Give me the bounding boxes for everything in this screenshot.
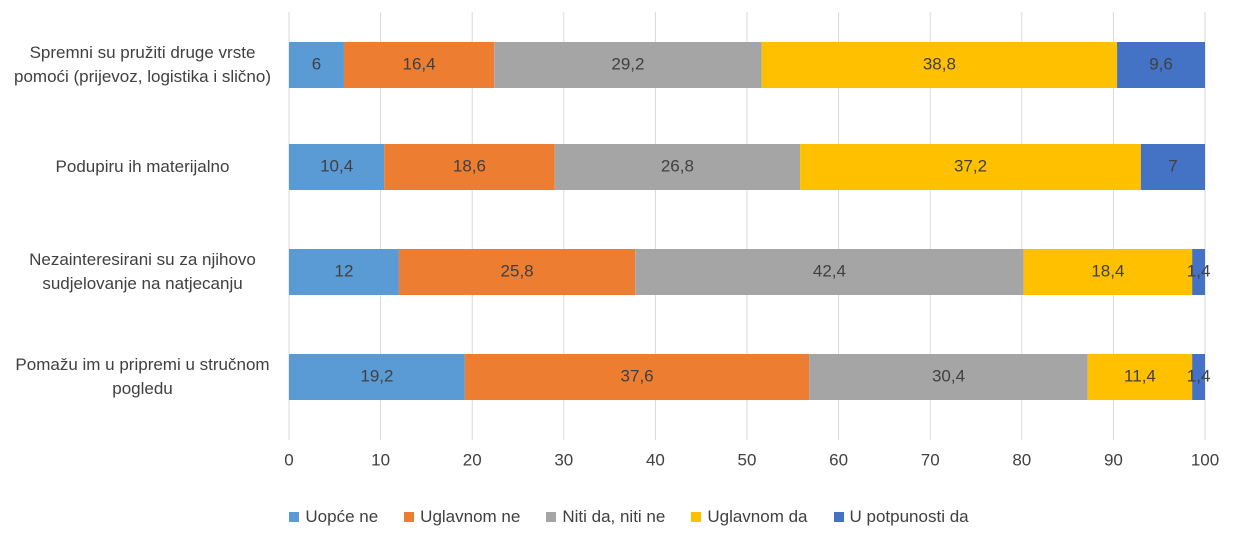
x-tick-label: 40 [646,450,665,469]
legend-label: Uopće ne [305,507,379,526]
x-tick-label: 50 [738,450,757,469]
legend-swatch [404,512,415,522]
y-tick-label: Pomažu im u pripremi u stručnom pogledu [15,355,270,398]
bar-segment [1117,42,1205,88]
legend-swatch [691,512,702,522]
bar-segment [1192,354,1205,400]
bar-segment [343,42,495,88]
bar-segment [761,42,1118,88]
data-label: 18,6 [453,156,486,175]
data-label: 25,8 [501,261,534,280]
x-tick-label: 90 [1104,450,1123,469]
legend-label: Niti da, niti ne [562,507,666,526]
x-tick-label: 70 [921,450,940,469]
data-label: 38,8 [923,54,956,73]
data-label: 19,2 [360,366,393,385]
x-tick-label: 0 [284,450,293,469]
data-label: 42,4 [813,261,846,280]
legend-item: Niti da, niti ne [546,507,665,527]
data-label: 10,4 [320,156,353,175]
bar-segment [1023,249,1193,295]
data-label: 7 [1168,156,1177,175]
x-tick-label: 20 [463,450,482,469]
bar-segment [1140,144,1205,190]
bar-segment [398,249,636,295]
legend-label: U potpunosti da [849,507,969,526]
data-label: 30,4 [932,366,965,385]
data-label: 16,4 [403,54,436,73]
bar-segment [464,354,810,400]
bar-segment [289,354,465,400]
x-tick-label: 60 [829,450,848,469]
x-tick-label: 80 [1012,450,1031,469]
bar-segment [494,42,762,88]
x-tick-label: 10 [371,450,390,469]
bar-segment [1087,354,1193,400]
bar-segment [809,354,1088,400]
legend-item: Uglavnom ne [404,507,520,527]
bar-segment [289,144,385,190]
bar-segment [800,144,1141,190]
data-label: 1,4 [1187,261,1211,280]
legend-label: Uglavnom ne [420,507,521,526]
data-label: 12 [334,261,353,280]
legend-item: Uopće ne [289,507,378,527]
legend-label: Uglavnom da [707,507,808,526]
data-label: 9,6 [1149,54,1173,73]
x-tick-label: 30 [554,450,573,469]
data-label: 37,6 [621,366,654,385]
bar-segment [384,144,555,190]
bar-segment [289,42,344,88]
bar-segment [1192,249,1205,295]
x-tick-label: 100 [1191,450,1219,469]
bar-segment [635,249,1024,295]
data-label: 18,4 [1091,261,1124,280]
bar-segment [289,249,399,295]
y-tick-label: Podupiru ih materijalno [55,157,230,176]
y-tick-label: Spremni su pružiti druge vrste pomoći (p… [14,43,271,86]
legend-item: U potpunosti da [833,507,969,527]
legend: Uopće ne Uglavnom ne Niti da, niti ne Uglav… [0,507,1258,527]
legend-swatch [289,512,300,522]
bar-segment [554,144,801,190]
legend-swatch [833,512,844,522]
legend-item: Uglavnom da [691,507,808,527]
data-label: 11,4 [1124,366,1156,385]
legend-swatch [546,512,557,522]
y-tick-label: Nezainteresirani su za njihovo sudjelova… [29,250,256,293]
data-label: 29,2 [611,54,644,73]
data-label: 6 [312,54,321,73]
data-label: 26,8 [661,156,694,175]
data-label: 1,4 [1187,366,1211,385]
data-label: 37,2 [954,156,987,175]
